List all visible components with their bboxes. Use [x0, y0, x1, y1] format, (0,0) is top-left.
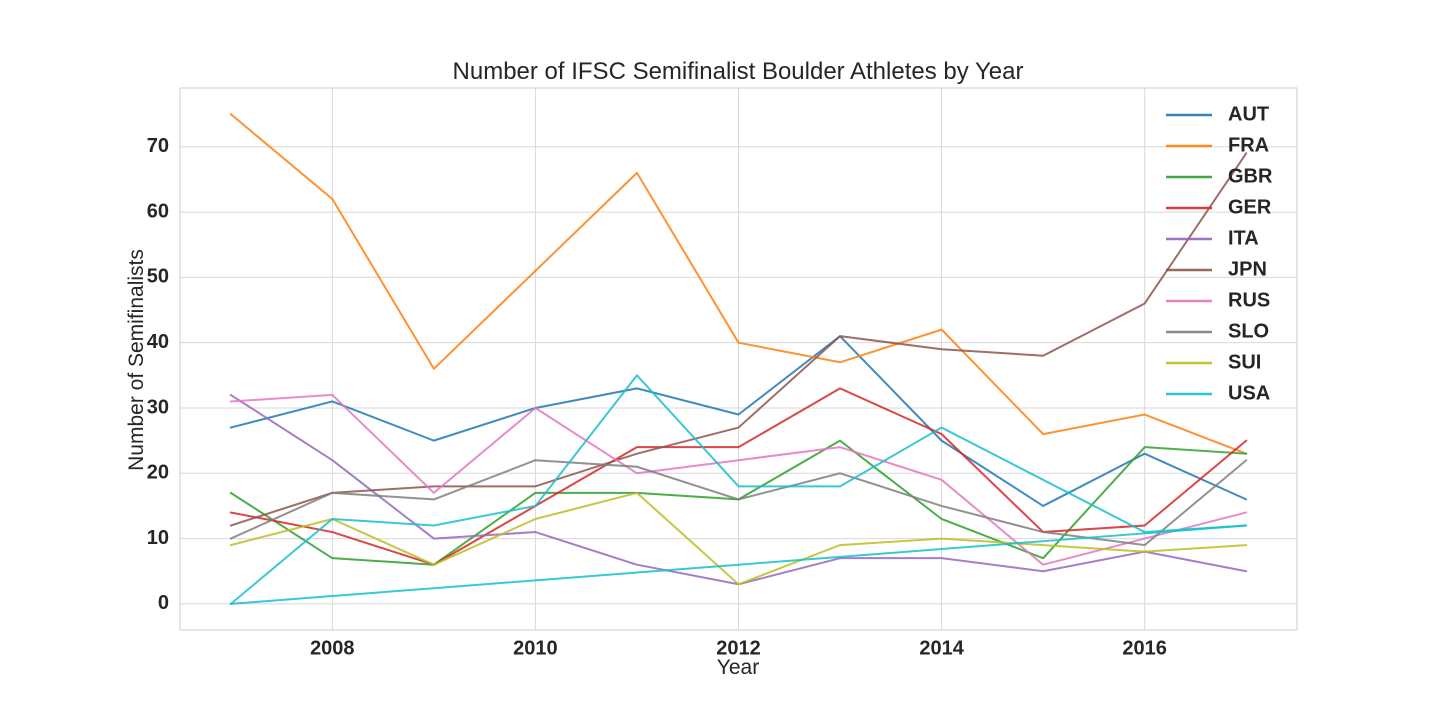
y-tick-label: 50: [147, 266, 169, 288]
y-tick-label: 20: [147, 462, 169, 484]
legend-label: JPN: [1228, 258, 1267, 280]
y-axis-title: Number of Semifinalists: [125, 249, 148, 471]
plot-area: [179, 87, 1298, 631]
series-line-ger: [229, 387, 1248, 566]
legend-label: RUS: [1228, 289, 1270, 311]
legend-label: AUT: [1228, 103, 1269, 125]
legend-label: SUI: [1228, 351, 1261, 373]
legend-label: FRA: [1228, 134, 1269, 156]
series-line-extra: [229, 524, 1248, 605]
legend-label: USA: [1228, 382, 1270, 404]
series-line-aut: [229, 335, 1248, 507]
series-line-fra: [229, 113, 1248, 455]
series-line-rus: [229, 393, 1248, 566]
series-line-slo: [229, 459, 1248, 547]
legend: AUT FRA GBR GER ITA JPN RUS SLO SUI USA: [1166, 103, 1273, 404]
y-tick-label: 40: [147, 331, 169, 353]
y-tick-label: 60: [147, 200, 169, 222]
legend-label: GER: [1228, 196, 1272, 218]
x-tick-label: 2012: [716, 637, 761, 659]
legend-label: ITA: [1228, 227, 1259, 249]
y-tick-label: 10: [147, 527, 169, 549]
y-tick-label: 70: [147, 135, 169, 157]
x-axis-title: Year: [717, 656, 759, 679]
series-line-usa: [229, 374, 1248, 605]
series-line-jpn: [229, 152, 1248, 527]
series-lines: [229, 113, 1248, 605]
y-tick-label: 30: [147, 396, 169, 418]
x-axis-ticks: 2008 2010 2012 2014 2016: [310, 637, 1167, 659]
x-tick-label: 2008: [310, 637, 355, 659]
y-axis-ticks: 0 10 20 30 40 50 60 70: [147, 135, 169, 614]
chart-title: Number of IFSC Semifinalist Boulder Athl…: [453, 58, 1024, 85]
x-tick-label: 2014: [919, 637, 964, 659]
grid: [180, 88, 1297, 630]
x-tick-label: 2010: [513, 637, 558, 659]
y-tick-label: 0: [158, 592, 169, 614]
legend-label: SLO: [1228, 320, 1269, 342]
x-tick-label: 2016: [1122, 637, 1167, 659]
series-line-sui: [229, 491, 1248, 586]
legend-label: GBR: [1228, 165, 1273, 187]
